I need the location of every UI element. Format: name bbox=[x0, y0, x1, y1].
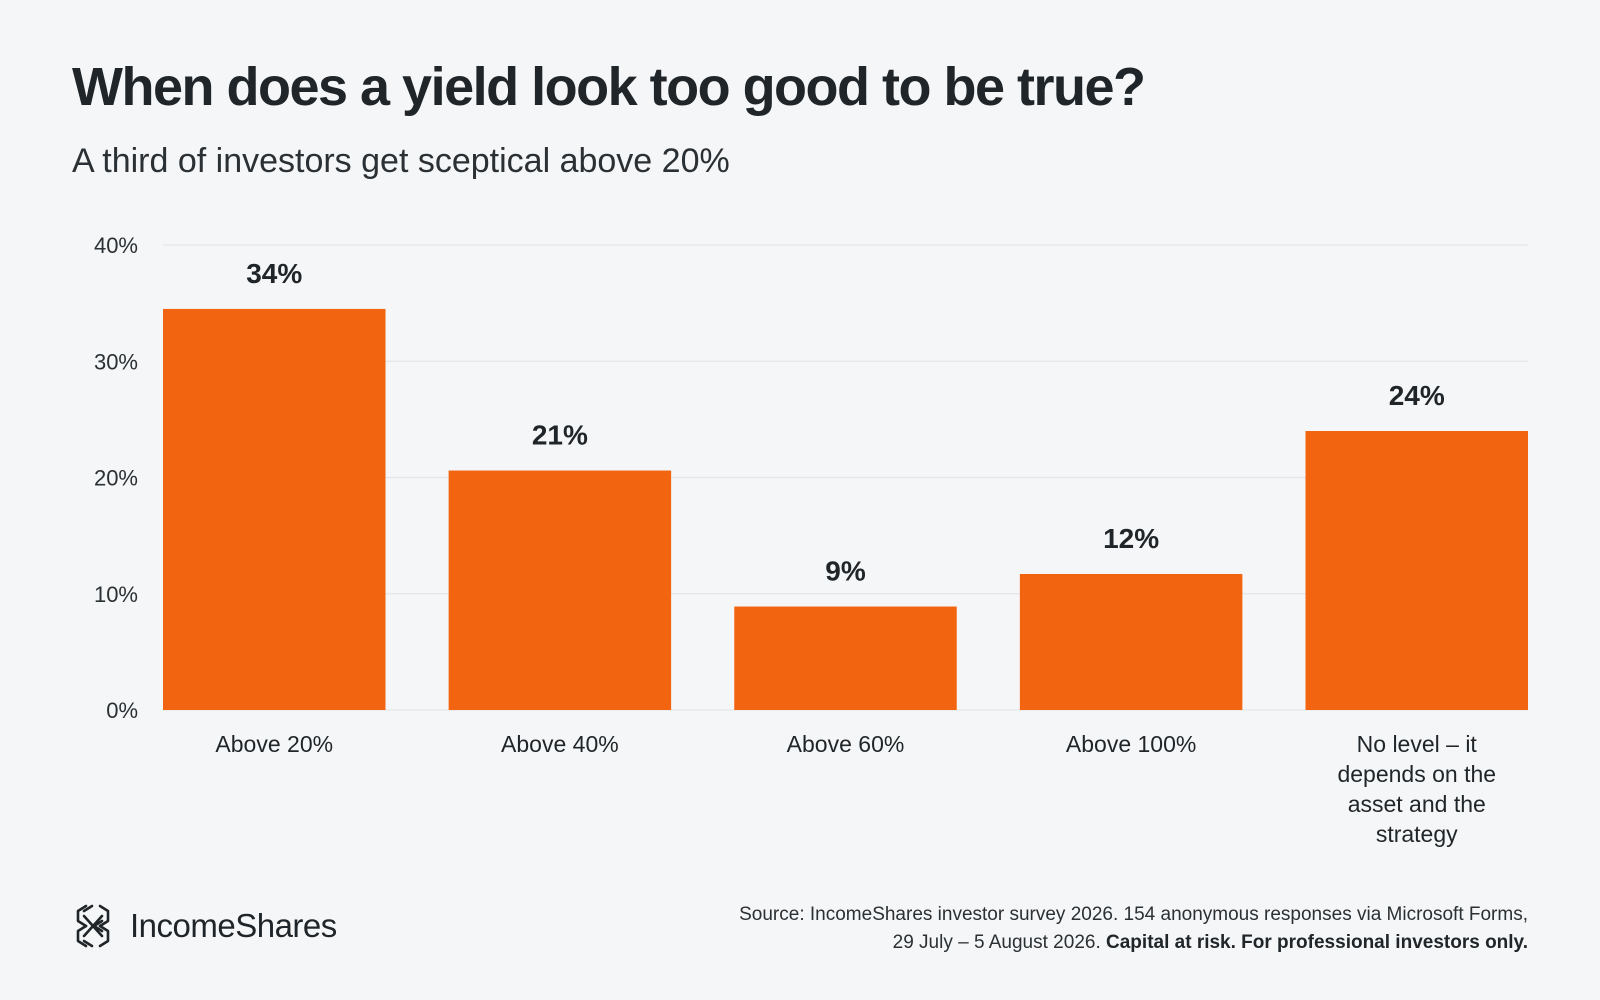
bar bbox=[1019, 573, 1243, 710]
bar bbox=[448, 470, 672, 710]
bar bbox=[163, 308, 386, 710]
source-line-2: 29 July – 5 August 2026. Capital at risk… bbox=[739, 929, 1528, 957]
incomeshares-logo-icon bbox=[76, 904, 110, 948]
y-tick-label: 10% bbox=[94, 582, 138, 607]
data-label: 24% bbox=[1389, 380, 1445, 411]
x-tick-label: Above 60% bbox=[787, 731, 905, 757]
risk-disclaimer: Capital at risk. For professional invest… bbox=[1106, 932, 1528, 953]
data-label: 12% bbox=[1103, 523, 1159, 554]
data-label: 34% bbox=[246, 258, 302, 289]
bar bbox=[734, 606, 957, 710]
bar bbox=[1305, 431, 1528, 710]
brand: IncomeShares bbox=[72, 902, 337, 950]
y-tick-label: 0% bbox=[106, 698, 138, 723]
x-tick-label: Above 20% bbox=[215, 731, 333, 757]
source-line-1: Source: IncomeShares investor survey 202… bbox=[739, 904, 1528, 925]
bar-chart: 0% 10% 20% 30% 40% 34% Above 20% 21% Above 40% 9%… bbox=[94, 233, 1528, 847]
x-tick-label: Above 40% bbox=[501, 731, 619, 757]
data-label: 21% bbox=[532, 420, 588, 451]
data-label: 9% bbox=[825, 556, 866, 587]
source-dates: 29 July – 5 August 2026. bbox=[892, 932, 1107, 953]
chart-subtitle: A third of investors get sceptical above… bbox=[72, 142, 730, 180]
x-tick-label: No level – it depends on the asset and the… bbox=[1337, 731, 1496, 847]
y-tick-label: 40% bbox=[94, 233, 138, 258]
chart-title: When does a yield look too good to be tr… bbox=[72, 57, 1146, 117]
y-tick-label: 20% bbox=[94, 466, 138, 491]
y-tick-label: 30% bbox=[94, 349, 138, 374]
brand-name: IncomeShares bbox=[130, 907, 337, 944]
x-tick-label: Above 100% bbox=[1066, 731, 1196, 757]
source-note: Source: IncomeShares investor survey 202… bbox=[739, 901, 1528, 957]
